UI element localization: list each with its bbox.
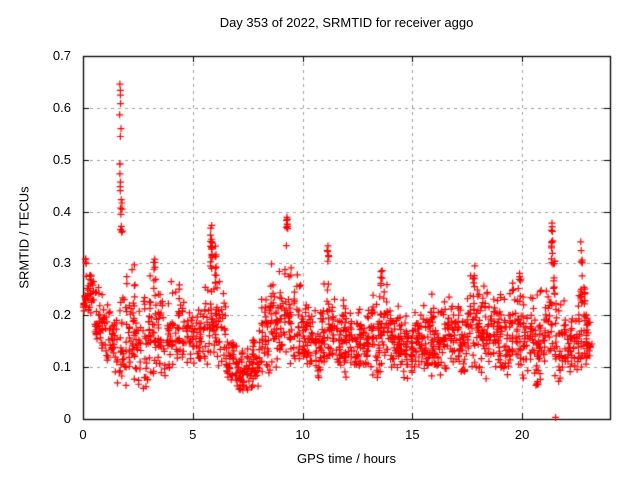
- y-tick-label: 0: [63, 411, 71, 426]
- x-tick-label: 15: [405, 427, 420, 442]
- y-tick-label: 0.3: [52, 255, 71, 271]
- y-tick-label: 0.1: [52, 359, 71, 375]
- y-tick-label: 0.7: [52, 48, 71, 63]
- y-tick-label: 0.6: [52, 99, 71, 115]
- y-tick-label: 0.5: [52, 151, 71, 167]
- x-tick-label: 0: [79, 427, 87, 442]
- y-tick-label: 0.2: [52, 307, 71, 323]
- y-tick-label: 0.4: [52, 203, 71, 219]
- x-tick-label: 5: [189, 427, 197, 442]
- x-tick-label: 20: [514, 427, 530, 442]
- y-axis-label: SRMTID / TECUs: [16, 186, 32, 289]
- x-axis-label: GPS time / hours: [297, 451, 396, 466]
- x-tick-label: 10: [295, 427, 310, 442]
- chart-title: Day 353 of 2022, SRMTID for receiver agg…: [219, 15, 474, 30]
